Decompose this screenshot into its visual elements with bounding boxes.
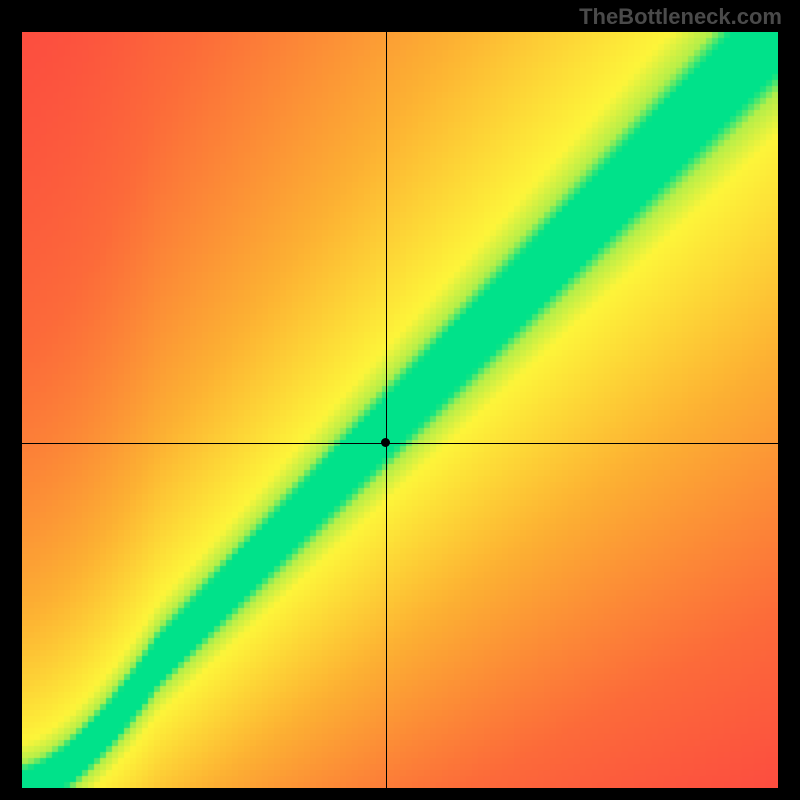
heatmap-container [22, 32, 778, 788]
heatmap-canvas [22, 32, 778, 788]
watermark-text: TheBottleneck.com [0, 0, 800, 32]
